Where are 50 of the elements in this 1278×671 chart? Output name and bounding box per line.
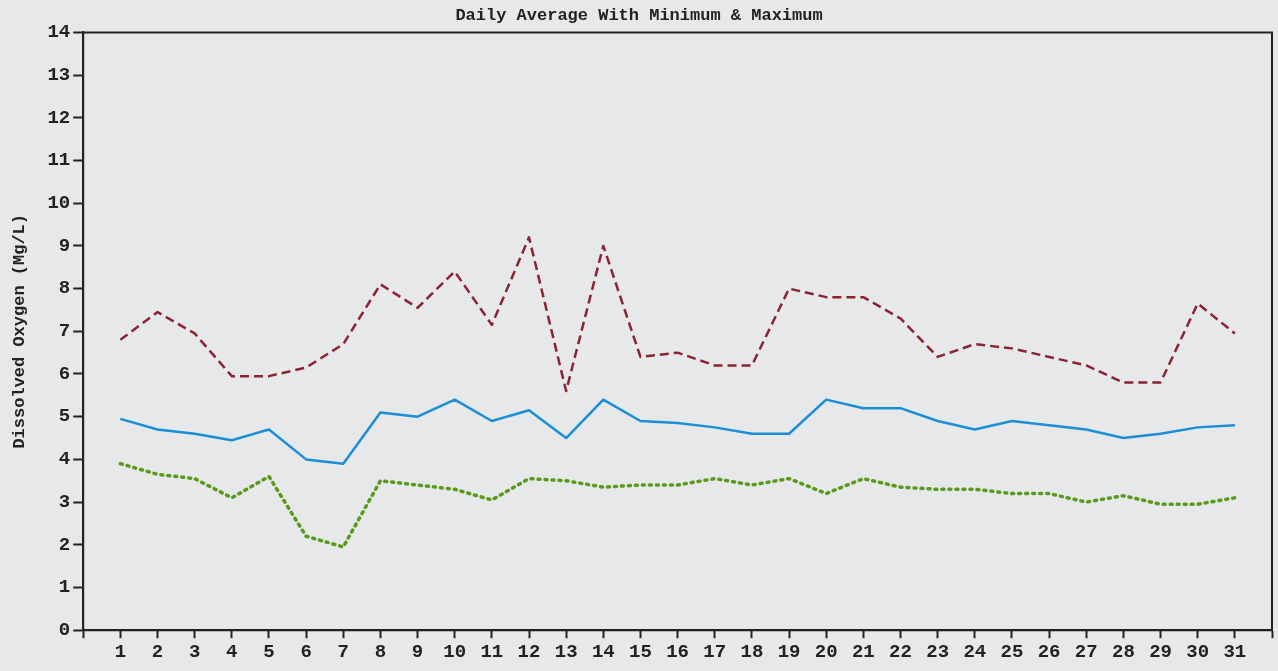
x-tick-label: 1 <box>114 641 127 664</box>
y-tick-label: 2 <box>58 533 71 556</box>
x-tick-label: 18 <box>740 641 764 664</box>
x-tick-label: 3 <box>188 641 201 664</box>
y-tick-label: 5 <box>58 405 71 428</box>
x-tick-label: 5 <box>263 641 275 664</box>
y-tick-label: 10 <box>47 191 71 214</box>
x-tick-label: 31 <box>1223 641 1247 664</box>
x-tick-label: 28 <box>1111 641 1135 664</box>
x-tick-label: 30 <box>1186 641 1210 664</box>
x-tick-label: 21 <box>851 641 875 664</box>
x-tick-label: 17 <box>703 641 727 664</box>
x-tick-label: 19 <box>777 641 801 664</box>
chart-title: Daily Average With Minimum & Maximum <box>455 6 823 26</box>
y-tick-label: 1 <box>58 576 71 599</box>
x-tick-label: 10 <box>443 641 467 664</box>
y-tick-label: 7 <box>58 320 71 343</box>
x-tick-label: 24 <box>963 641 987 664</box>
x-tick-label: 7 <box>337 641 349 664</box>
y-tick-label: 4 <box>58 448 71 471</box>
x-tick-label: 29 <box>1149 641 1172 664</box>
y-tick-label: 13 <box>47 63 71 86</box>
x-tick-label: 25 <box>1000 641 1024 664</box>
y-tick-label: 9 <box>58 234 71 257</box>
x-tick-label: 23 <box>926 641 950 664</box>
y-tick-label: 14 <box>47 21 71 44</box>
x-tick-label: 15 <box>629 641 652 664</box>
x-tick-label: 22 <box>889 641 912 664</box>
x-tick-label: 9 <box>411 641 424 664</box>
y-tick-label: 11 <box>47 149 71 172</box>
x-tick-label: 2 <box>151 641 164 664</box>
x-tick-label: 26 <box>1037 641 1061 664</box>
x-tick-label: 12 <box>517 641 541 664</box>
x-tick-label: 8 <box>374 641 387 664</box>
y-tick-label: 3 <box>58 490 71 513</box>
x-tick-label: 14 <box>591 641 615 664</box>
y-axis-title: Dissolved Oxygen (Mg/L) <box>10 213 30 449</box>
x-tick-label: 27 <box>1074 641 1098 664</box>
x-tick-label: 20 <box>814 641 838 664</box>
x-tick-label: 13 <box>554 641 578 664</box>
x-tick-label: 4 <box>226 641 238 664</box>
line-series <box>118 461 1237 549</box>
x-tick-label: 6 <box>300 641 312 664</box>
x-tick-label: 16 <box>666 641 690 664</box>
y-tick-label: 8 <box>58 277 71 300</box>
y-tick-label: 0 <box>58 618 71 641</box>
line-series <box>119 236 1237 393</box>
y-tick-label: 12 <box>47 106 71 129</box>
y-tick-label: 6 <box>58 362 71 385</box>
x-tick-label: 11 <box>480 641 504 664</box>
